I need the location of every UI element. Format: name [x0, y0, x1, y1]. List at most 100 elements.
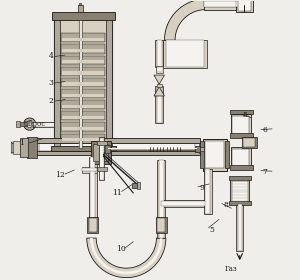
Bar [99, 137, 104, 180]
Bar [155, 86, 164, 123]
Bar [20, 138, 28, 157]
Text: 5: 5 [209, 226, 214, 234]
Bar [205, 141, 224, 168]
Text: 5: 5 [243, 111, 248, 119]
Bar [62, 82, 104, 86]
Bar [206, 169, 211, 214]
Bar [92, 141, 98, 160]
Bar [200, 147, 204, 151]
Bar [61, 122, 105, 132]
Bar [229, 201, 251, 205]
Bar [200, 141, 204, 168]
Text: 6: 6 [262, 126, 267, 134]
Bar [137, 182, 140, 189]
Text: Сброс: Сброс [23, 120, 46, 128]
Bar [89, 218, 97, 232]
Bar [82, 168, 97, 171]
Bar [28, 123, 54, 125]
Text: 2: 2 [49, 97, 53, 105]
Bar [236, 0, 253, 12]
Bar [161, 200, 206, 207]
Bar [157, 40, 162, 67]
Bar [204, 1, 240, 7]
Bar [157, 86, 162, 123]
Bar [199, 143, 206, 153]
Bar [236, 204, 243, 251]
Bar [155, 40, 164, 67]
Bar [33, 151, 200, 155]
Bar [27, 137, 37, 158]
Bar [62, 105, 104, 108]
Polygon shape [154, 87, 164, 96]
Circle shape [23, 118, 36, 130]
Bar [157, 68, 162, 71]
Bar [11, 143, 20, 152]
Bar [232, 116, 250, 135]
Bar [79, 20, 82, 148]
Bar [105, 145, 110, 153]
Bar [16, 121, 20, 127]
Bar [62, 127, 104, 130]
Polygon shape [154, 75, 164, 84]
Bar [156, 66, 163, 73]
Bar [61, 78, 105, 87]
Bar [225, 141, 230, 168]
Polygon shape [164, 0, 206, 40]
Bar [106, 17, 112, 148]
Bar [52, 12, 115, 20]
Bar [164, 40, 207, 67]
Bar [97, 167, 106, 171]
Bar [242, 137, 257, 148]
Bar [108, 148, 197, 149]
Bar [62, 49, 104, 52]
Bar [231, 113, 251, 137]
Bar [159, 160, 164, 238]
Bar [61, 56, 105, 65]
Text: 8: 8 [223, 201, 228, 209]
Bar [238, 204, 242, 251]
Bar [243, 138, 255, 147]
Bar [108, 148, 197, 150]
Text: 10: 10 [116, 245, 126, 253]
Polygon shape [11, 142, 12, 154]
Bar [61, 89, 105, 98]
Bar [91, 141, 111, 164]
Bar [204, 1, 236, 7]
Bar [14, 141, 20, 154]
Text: 7: 7 [262, 168, 267, 176]
Bar [97, 141, 106, 145]
Circle shape [26, 121, 33, 127]
Bar [62, 116, 104, 119]
Bar [230, 179, 249, 204]
Bar [61, 45, 105, 54]
Bar [232, 149, 250, 167]
Bar [28, 122, 54, 127]
Bar [157, 160, 165, 238]
Bar [19, 122, 27, 126]
Bar [79, 3, 81, 5]
Bar [61, 111, 105, 120]
Bar [90, 157, 95, 221]
Bar [156, 217, 167, 233]
Bar [61, 33, 105, 43]
Bar [230, 165, 253, 170]
Text: 3: 3 [49, 79, 54, 87]
Bar [54, 17, 112, 148]
Bar [62, 94, 104, 97]
Bar [157, 84, 162, 87]
Text: 11: 11 [112, 189, 122, 197]
Bar [61, 67, 105, 76]
Bar [89, 157, 97, 221]
Polygon shape [87, 238, 166, 277]
Bar [62, 38, 104, 41]
Bar [232, 181, 248, 202]
Polygon shape [90, 238, 163, 274]
Bar [61, 134, 105, 143]
Bar [203, 139, 226, 171]
Text: 1: 1 [20, 139, 24, 147]
Bar [161, 201, 206, 206]
Bar [166, 40, 204, 67]
Bar [230, 133, 253, 138]
Bar [157, 218, 165, 232]
Bar [87, 217, 98, 233]
